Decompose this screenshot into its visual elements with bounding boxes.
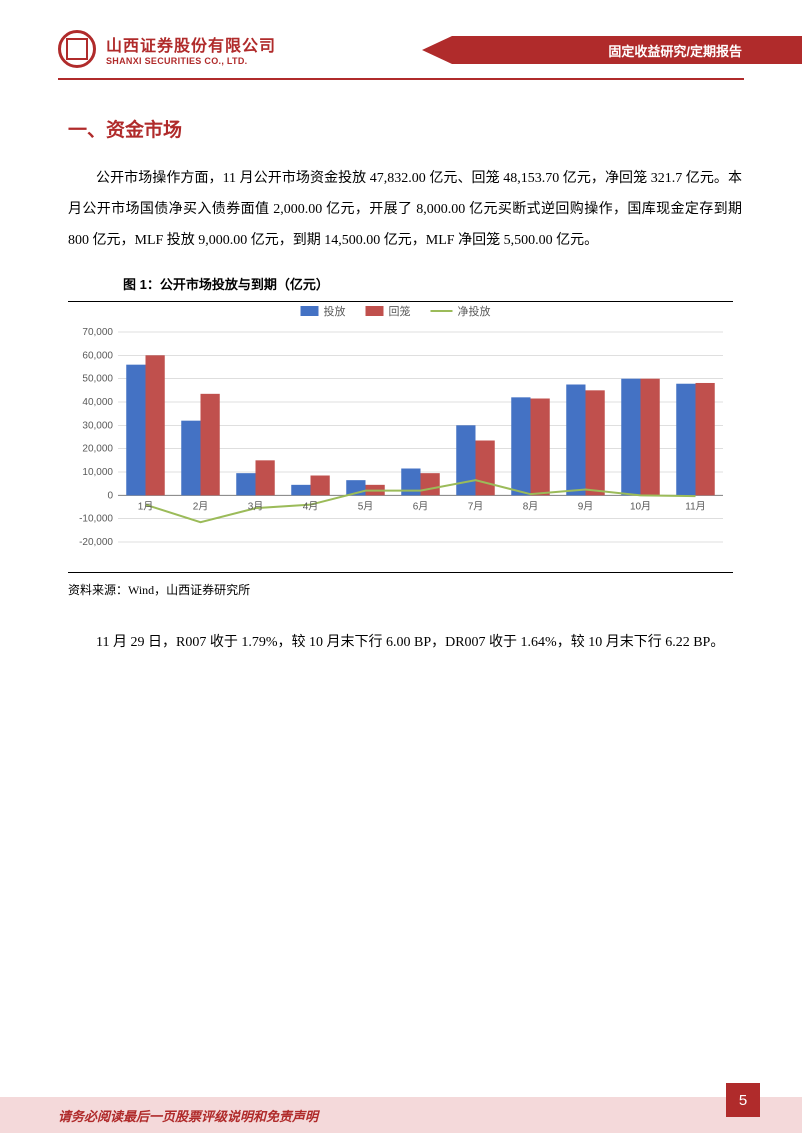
svg-text:1月: 1月	[138, 501, 154, 513]
svg-text:-20,000: -20,000	[79, 537, 113, 548]
svg-text:3月: 3月	[248, 501, 264, 513]
page-number: 5	[726, 1083, 760, 1117]
banner-triangle	[422, 36, 452, 64]
footer-text: 请务必阅读最后一页股票评级说明和免责声明	[58, 1106, 318, 1125]
chart-svg: -20,000 -10,000 0 10,000 20,000 30,000 40,000 5…	[68, 302, 733, 567]
svg-text:2月: 2月	[193, 501, 209, 513]
paragraph-1: 公开市场操作方面，11 月公开市场资金投放 47,832.00 亿元、回笼 48…	[68, 164, 742, 256]
svg-text:10,000: 10,000	[82, 467, 113, 478]
page-footer: 请务必阅读最后一页股票评级说明和免责声明	[0, 1097, 802, 1133]
svg-text:回笼: 回笼	[389, 304, 411, 318]
banner-text: 固定收益研究/定期报告	[452, 36, 802, 64]
section-title: 一、资金市场	[68, 115, 742, 142]
chart-title: 图 1：公开市场投放与到期（亿元）	[68, 274, 742, 293]
header-divider	[58, 78, 744, 80]
svg-text:4月: 4月	[303, 501, 319, 513]
svg-text:40,000: 40,000	[82, 397, 113, 408]
svg-text:7月: 7月	[468, 501, 484, 513]
paragraph-2: 11 月 29 日，R007 收于 1.79%，较 10 月末下行 6.00 B…	[68, 628, 742, 659]
svg-text:70,000: 70,000	[82, 327, 113, 338]
company-logo-block: 山西证券股份有限公司 SHANXI SECURITIES CO., LTD.	[58, 30, 276, 68]
svg-text:5月: 5月	[358, 501, 374, 513]
svg-text:60,000: 60,000	[82, 351, 113, 362]
company-name-en: SHANXI SECURITIES CO., LTD.	[106, 56, 276, 66]
svg-text:50,000: 50,000	[82, 374, 113, 385]
svg-text:0: 0	[107, 491, 113, 502]
company-logo-icon	[58, 30, 96, 68]
svg-text:10月: 10月	[630, 501, 651, 513]
svg-text:投放: 投放	[324, 304, 346, 318]
page-header: 山西证券股份有限公司 SHANXI SECURITIES CO., LTD. 固…	[0, 0, 802, 78]
page-content: 一、资金市场 公开市场操作方面，11 月公开市场资金投放 47,832.00 亿…	[68, 115, 742, 669]
company-name-block: 山西证券股份有限公司 SHANXI SECURITIES CO., LTD.	[106, 32, 276, 66]
company-name-cn: 山西证券股份有限公司	[106, 32, 276, 56]
svg-text:-10,000: -10,000	[79, 514, 113, 525]
svg-text:8月: 8月	[523, 501, 539, 513]
chart-source: 资料来源：Wind，山西证券研究所	[68, 572, 733, 598]
chart-container: -20,000 -10,000 0 10,000 20,000 30,000 40,000 5…	[68, 302, 733, 567]
svg-text:6月: 6月	[413, 501, 429, 513]
header-banner: 固定收益研究/定期报告	[422, 36, 802, 64]
svg-text:净投放: 净投放	[458, 304, 491, 318]
svg-text:20,000: 20,000	[82, 444, 113, 455]
svg-text:30,000: 30,000	[82, 421, 113, 432]
svg-text:9月: 9月	[578, 501, 594, 513]
svg-text:11月: 11月	[685, 501, 705, 513]
